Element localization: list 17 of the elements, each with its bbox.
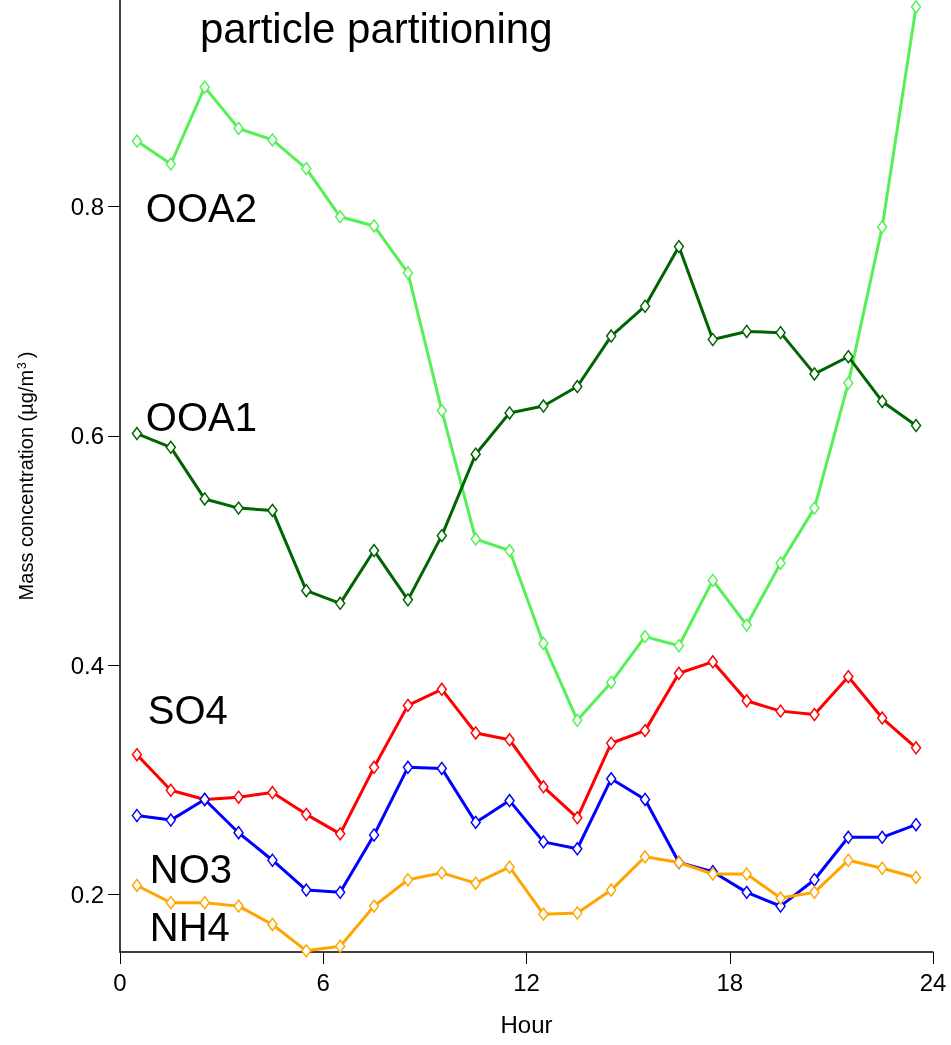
x-axis-title: Hour bbox=[500, 1010, 553, 1038]
series-label: NH4 bbox=[149, 904, 230, 949]
y-tick-label: 0.4 bbox=[70, 651, 104, 679]
y-axis-title: Mass concentration (µg/m3) bbox=[15, 351, 37, 601]
y-tick-label: 0.6 bbox=[70, 422, 104, 450]
series-label: OOA2 bbox=[145, 186, 257, 231]
x-tick-label: 18 bbox=[716, 968, 744, 996]
series-label: OOA1 bbox=[145, 394, 257, 439]
y-tick-label: 0.2 bbox=[70, 881, 104, 909]
x-tick-label: 6 bbox=[316, 968, 330, 996]
series-label: NO3 bbox=[149, 846, 233, 891]
x-tick-label: 0 bbox=[113, 968, 127, 996]
y-tick-label: 0.8 bbox=[70, 192, 104, 220]
chart-title: particle partitioning bbox=[200, 4, 553, 52]
series-label: SO4 bbox=[147, 687, 228, 732]
x-tick-label: 24 bbox=[919, 968, 947, 996]
x-tick-label: 12 bbox=[513, 968, 540, 996]
